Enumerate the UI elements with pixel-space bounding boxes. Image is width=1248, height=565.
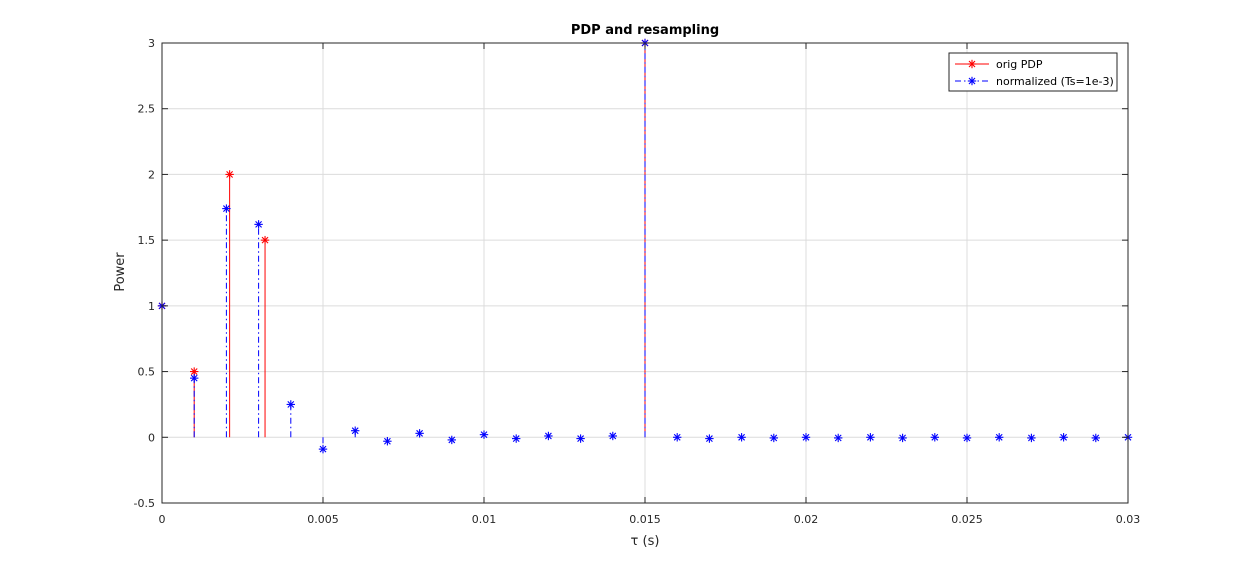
legend-label-orig-pdp: orig PDP [996,58,1043,71]
legend[interactable]: orig PDP normalized (Ts=1e-3) [948,52,1118,92]
x-tick-label: 0.005 [307,513,339,526]
chart-title: PDP and resampling [571,23,719,38]
marker-series-1 [1027,433,1036,443]
marker-series-1 [673,433,682,442]
marker-series-1 [769,433,778,443]
marker-series-1 [222,204,231,213]
marker-series-1 [447,435,456,445]
y-tick-label: 0 [148,431,155,444]
marker-series-1 [737,433,746,442]
x-tick-label: 0.01 [472,513,497,526]
marker-series-1 [834,433,843,443]
marker-series-1 [1059,433,1068,442]
ticks [161,42,1129,504]
marker-series-0 [260,235,270,245]
y-axis-label: Power [113,252,128,292]
x-tick-label: 0.03 [1116,513,1141,526]
legend-marker-normalized [967,76,977,86]
x-tick-label: 0.025 [951,513,983,526]
tick-labels: 0 0.005 0.01 0.015 0.02 0.025 0.03 -0.5 0 0.5 1 1.5… [134,37,1141,526]
marker-series-1 [383,437,392,446]
marker-series-1 [705,434,714,443]
marker-series-1 [544,431,553,441]
marker-series-1 [415,429,424,438]
marker-series-1 [479,430,489,439]
x-axis-label: τ (s) [631,534,660,549]
marker-series-1 [608,431,617,441]
y-tick-label: 1.5 [138,234,156,247]
y-tick-label: 3 [148,37,155,50]
y-tick-label: 0.5 [138,366,156,379]
y-tick-label: 2 [148,168,155,181]
y-tick-label: 1 [148,300,155,313]
marker-series-1 [995,433,1004,442]
marker-series-1 [801,433,811,442]
legend-asterisk-normalized [967,76,977,86]
x-tick-label: 0.02 [794,513,819,526]
marker-series-1 [351,426,360,435]
y-tick-label: 2.5 [138,103,156,116]
marker-series-1 [962,433,972,443]
legend-label-normalized: normalized (Ts=1e-3) [996,75,1114,88]
marker-series-1 [1091,433,1100,443]
marker-series-1 [898,433,907,443]
marker-series-1 [576,434,585,443]
marker-series-1 [190,373,199,383]
marker-series-1 [254,220,263,229]
x-tick-label: 0.015 [629,513,661,526]
legend-asterisk-orig-pdp [967,59,977,69]
marker-series-0 [225,170,234,179]
legend-box [948,52,1118,92]
y-tick-label: -0.5 [134,497,155,510]
marker-series-0 [190,367,199,376]
marker-series-1 [866,433,875,442]
marker-series-1 [286,400,295,409]
legend-marker-orig-pdp [967,59,977,69]
marker-series-1 [318,444,328,454]
x-tick-label: 0 [159,513,166,526]
marker-series-1 [512,434,521,443]
marker-series-1 [930,433,939,442]
